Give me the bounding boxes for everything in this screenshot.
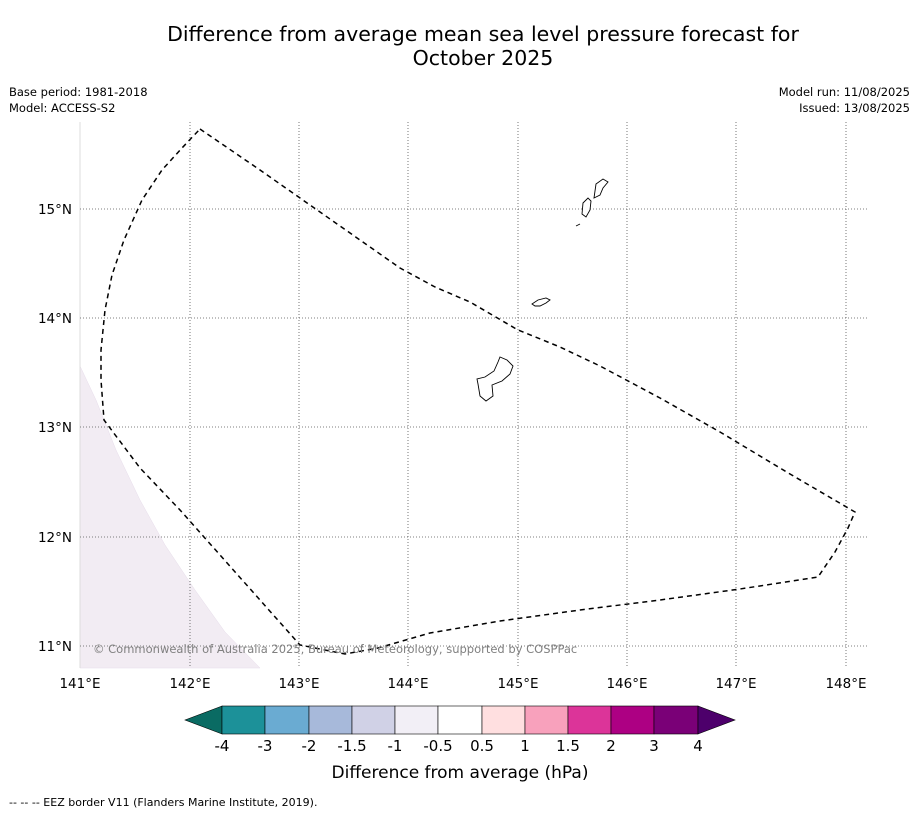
eez-footnote: -- -- -- EEZ border V11 (Flanders Marine… [9,796,318,809]
cb-tick-label: 3 [649,737,659,755]
lon-label-141: 141°E [59,676,100,692]
island-saipan [593,178,609,199]
colorbar-segment [524,705,569,735]
colorbar-extend-low [184,705,223,735]
colorbar-segment [308,705,353,735]
colorbar-segment [351,705,396,735]
issued-label: Issued: 13/08/2025 [799,101,910,115]
lat-label-12: 12°N [38,530,72,546]
cb-tick-label: -2 [302,737,317,755]
cb-tick-label: 0.5 [470,737,494,755]
colorbar-segment [610,705,655,735]
island-aguijan [575,223,581,227]
colorbar-segment [653,705,699,735]
cb-tick-label: -4 [215,737,230,755]
lon-label-145: 145°E [497,676,538,692]
island-rota [531,297,551,307]
cb-tick-label: -3 [258,737,273,755]
lon-label-146: 146°E [606,676,647,692]
islands [476,178,609,402]
lat-label-11: 11°N [38,639,72,655]
gridlines [80,122,868,668]
colorbar-segment [394,705,439,735]
latitude-labels: 15°N 14°N 13°N 12°N 11°N [38,202,72,655]
chart-title: Difference from average mean sea level p… [0,22,919,70]
cb-tick-label: 2 [606,737,616,755]
lon-label-144: 144°E [387,676,428,692]
colorbar-extend-high [697,705,736,735]
lon-label-147: 147°E [715,676,756,692]
cb-tick-label: -1.5 [337,737,366,755]
lon-label-143: 143°E [278,676,319,692]
colorbar-title: Difference from average (hPa) [332,763,589,783]
model-label: Model: ACCESS-S2 [9,101,116,115]
base-period-label: Base period: 1981-2018 [9,85,148,99]
colorbar-segment [481,705,526,735]
title-line-2: October 2025 [412,46,554,70]
colorbar-segment [264,705,310,735]
cb-tick-label: -0.5 [423,737,452,755]
island-tinian [581,197,592,218]
cb-tick-label: -1 [388,737,403,755]
island-guam [476,356,514,402]
colorbar-tick-labels: -4 -3 -2 -1.5 -1 -0.5 0.5 1 1.5 2 3 4 [215,737,703,755]
pressure-anomaly-region [79,365,261,669]
colorbar-segment [567,705,612,735]
lat-label-13: 13°N [38,420,72,436]
model-run-label: Model run: 11/08/2025 [778,85,910,99]
lat-label-15: 15°N [38,202,72,218]
meta-right: Model run: 11/08/2025 Issued: 13/08/2025 [779,84,910,116]
lat-label-14: 14°N [38,311,72,327]
cb-tick-label: 1 [520,737,530,755]
cb-tick-label: 1.5 [556,737,580,755]
colorbar-segment [437,705,483,735]
meta-left: Base period: 1981-2018 Model: ACCESS-S2 [9,84,148,116]
copyright-text: © Commonwealth of Australia 2025, Bureau… [93,642,577,656]
eez-border [100,128,856,655]
colorbar [184,705,736,735]
cb-tick-label: 4 [693,737,703,755]
lon-label-148: 148°E [825,676,866,692]
lon-label-142: 142°E [169,676,210,692]
title-line-1: Difference from average mean sea level p… [167,22,799,46]
colorbar-segment [221,705,266,735]
longitude-labels: 141°E 142°E 143°E 144°E 145°E 146°E 147°… [59,676,866,692]
